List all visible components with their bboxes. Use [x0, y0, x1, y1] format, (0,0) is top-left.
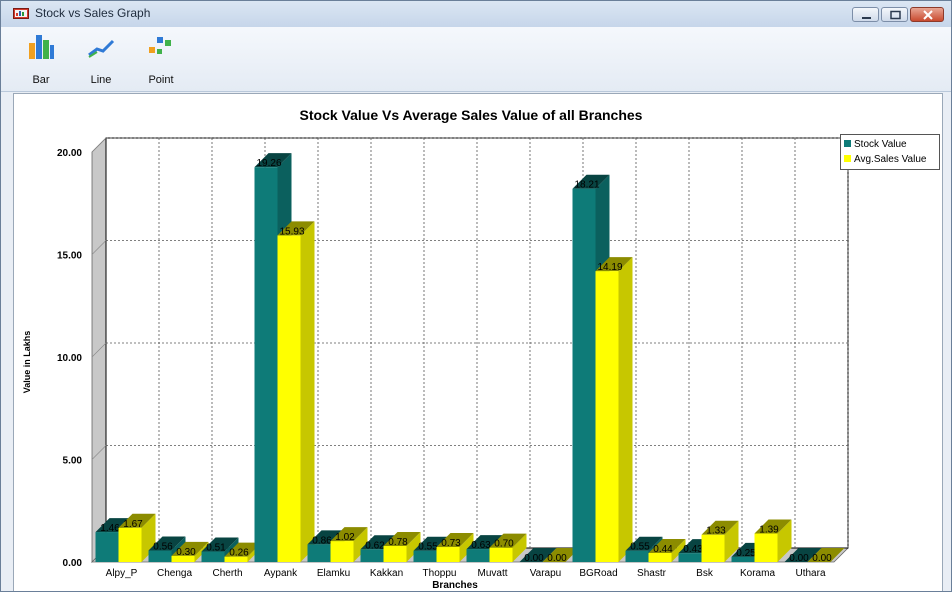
- data-label: 0.43: [683, 544, 703, 555]
- chart-legend: Stock Value Avg.Sales Value: [840, 134, 940, 170]
- toolbar: Bar Line Point: [1, 27, 951, 92]
- legend-swatch-stock: [844, 139, 851, 147]
- x-tick-label: BGRoad: [579, 568, 617, 579]
- x-tick-label: Korama: [740, 568, 775, 579]
- stock-bar: [519, 548, 557, 562]
- sales-bar: [701, 520, 739, 562]
- data-label: 0.44: [653, 544, 673, 555]
- title-bar[interactable]: Stock vs Sales Graph: [1, 1, 951, 28]
- x-tick-label: Kakkan: [370, 568, 403, 579]
- data-label: 0.86: [312, 535, 332, 546]
- sales-bar: [436, 533, 474, 562]
- data-label: 0.51: [206, 543, 226, 554]
- data-label: 0.63: [471, 540, 491, 551]
- y-gridline-side: [91, 137, 107, 153]
- bar-label: Bar: [32, 74, 50, 86]
- legend-item-stock: Stock Value: [844, 139, 907, 151]
- window-title: Stock vs Sales Graph: [35, 6, 151, 20]
- data-label: 15.93: [279, 226, 304, 237]
- y-gridline-side: [91, 445, 107, 460]
- point-chart-icon: [149, 37, 171, 54]
- data-label: 0.70: [494, 539, 514, 550]
- app-icon: [13, 8, 29, 19]
- stock-bar: [784, 548, 822, 562]
- sales-bar: [754, 519, 792, 562]
- data-label: 0.00: [812, 553, 832, 564]
- data-label: 0.00: [547, 553, 567, 564]
- bar-chart: Stock Value Vs Average Sales Value of al…: [22, 107, 849, 591]
- sales-bar: [807, 548, 845, 562]
- data-label: 0.55: [418, 542, 438, 553]
- data-label: 1.39: [759, 525, 779, 536]
- data-label: 0.00: [524, 553, 544, 564]
- x-tick-label: Bsk: [696, 568, 714, 579]
- x-tick-label: Thoppu: [423, 568, 457, 579]
- sales-bar: [489, 533, 527, 562]
- data-label: 0.73: [441, 538, 461, 549]
- point-chart-button[interactable]: Point: [133, 29, 189, 89]
- y-tick-label: 10.00: [57, 353, 82, 364]
- data-label: 14.19: [597, 262, 622, 273]
- bar-chart-icon: [29, 35, 54, 59]
- data-label: 18.21: [574, 180, 599, 191]
- x-tick-label: Alpy_P: [106, 568, 138, 579]
- y-tick-label: 0.00: [63, 558, 83, 569]
- maximize-icon: [890, 10, 901, 20]
- data-label: 1.02: [335, 532, 355, 543]
- legend-swatch-sales: [844, 154, 851, 162]
- close-icon: [923, 10, 933, 20]
- x-tick-label: Shastr: [637, 568, 667, 579]
- bar-chart-button[interactable]: Bar: [13, 29, 69, 89]
- data-label: 19.26: [256, 158, 281, 169]
- y-gridline-side: [91, 342, 107, 358]
- sales-bar: [330, 527, 368, 562]
- data-label: 0.55: [630, 542, 650, 553]
- line-label: Line: [90, 74, 112, 86]
- data-label: 1.67: [123, 519, 143, 530]
- sales-bar: [277, 221, 315, 562]
- x-tick-label: Chenga: [157, 568, 192, 579]
- data-label: 0.00: [789, 553, 809, 564]
- sales-bar: [383, 532, 421, 562]
- maximize-button[interactable]: [881, 7, 908, 22]
- sales-bar: [542, 548, 580, 562]
- y-tick-label: 20.00: [57, 148, 82, 159]
- line-chart-button[interactable]: Line: [73, 29, 129, 89]
- y-gridline-side: [91, 240, 107, 255]
- close-button[interactable]: [910, 7, 944, 22]
- sales-bar: [595, 257, 633, 562]
- data-label: 1.46: [100, 523, 120, 534]
- line-chart-icon: [88, 39, 115, 58]
- data-label: 1.33: [706, 526, 726, 537]
- x-tick-label: Uthara: [795, 568, 825, 579]
- y-tick-label: 5.00: [63, 456, 83, 467]
- legend-label-sales: Avg.Sales Value: [854, 154, 927, 165]
- data-label: 0.26: [229, 548, 249, 559]
- data-label: 0.78: [388, 537, 408, 548]
- point-label: Point: [148, 74, 174, 86]
- x-tick-label: Muvatt: [477, 568, 507, 579]
- data-label: 0.30: [176, 547, 196, 558]
- x-tick-label: Varapu: [530, 568, 562, 579]
- y-tick-label: 15.00: [57, 251, 82, 262]
- legend-item-sales: Avg.Sales Value: [844, 154, 926, 166]
- data-label: 0.56: [153, 542, 173, 553]
- y-axis-label: Value in Lakhs: [22, 331, 32, 394]
- data-label: 0.62: [365, 540, 385, 551]
- x-axis-label: Branches: [432, 580, 478, 591]
- x-tick-label: Elamku: [317, 568, 350, 579]
- minimize-button[interactable]: [852, 7, 879, 22]
- sales-bar: [648, 538, 686, 562]
- data-label: 0.25: [736, 548, 756, 559]
- minimize-icon: [862, 17, 871, 19]
- chart-title: Stock Value Vs Average Sales Value of al…: [300, 107, 643, 123]
- x-tick-label: Aypank: [264, 568, 298, 579]
- chart-area: Stock Value Vs Average Sales Value of al…: [13, 93, 943, 591]
- x-tick-label: Cherth: [212, 568, 242, 579]
- legend-label-stock: Stock Value: [854, 139, 907, 150]
